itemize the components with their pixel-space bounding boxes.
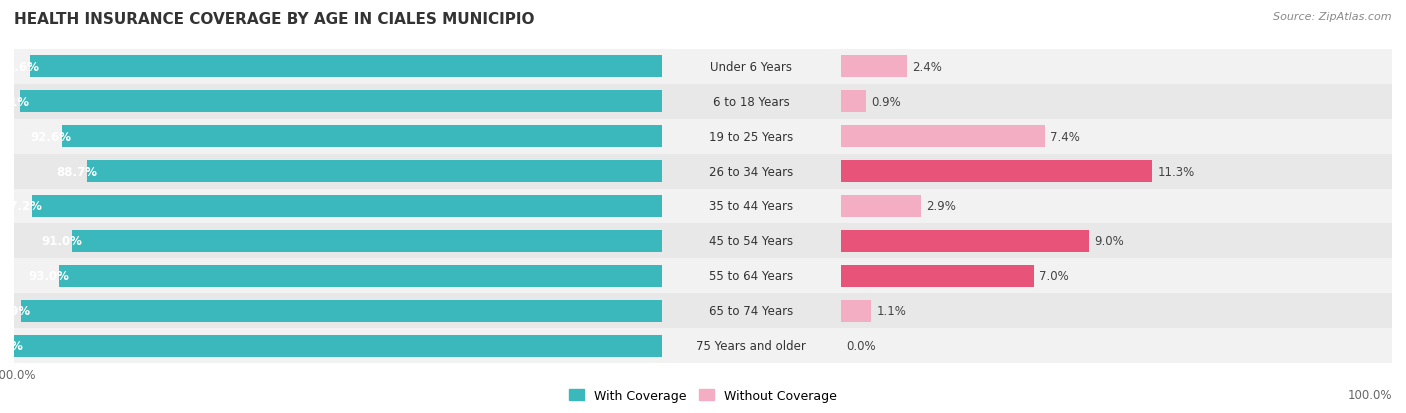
Bar [662,84,841,119]
Text: 99.1%: 99.1% [0,95,30,108]
Text: 65 to 74 Years: 65 to 74 Years [709,305,793,318]
Bar [841,196,921,217]
Text: 9.0%: 9.0% [1094,235,1123,248]
Bar [14,294,662,329]
Bar [662,189,841,224]
Text: 88.7%: 88.7% [56,165,97,178]
Bar [841,161,1152,183]
Bar [662,50,841,84]
Bar [14,329,662,363]
Bar [14,259,662,294]
Text: 0.9%: 0.9% [872,95,901,108]
Text: 19 to 25 Years: 19 to 25 Years [709,130,793,143]
Text: 91.0%: 91.0% [41,235,82,248]
Legend: With Coverage, Without Coverage: With Coverage, Without Coverage [564,384,842,407]
Text: 35 to 44 Years: 35 to 44 Years [709,200,793,213]
Text: 0.0%: 0.0% [846,339,876,352]
Text: 55 to 64 Years: 55 to 64 Years [709,270,793,283]
Bar [841,91,866,113]
Bar [662,294,841,329]
Text: 7.4%: 7.4% [1050,130,1080,143]
Bar [841,56,907,78]
Text: 2.9%: 2.9% [927,200,956,213]
Bar [62,126,662,147]
Bar [841,119,1392,154]
Text: 97.2%: 97.2% [1,200,42,213]
Bar [32,196,662,217]
Bar [14,189,662,224]
Text: 2.4%: 2.4% [912,61,942,74]
Bar [30,56,662,78]
Text: 7.0%: 7.0% [1039,270,1069,283]
Bar [841,294,1392,329]
Text: 100.0%: 100.0% [0,339,24,352]
Bar [841,50,1392,84]
Text: Under 6 Years: Under 6 Years [710,61,792,74]
Bar [841,84,1392,119]
Text: 97.6%: 97.6% [0,61,39,74]
Bar [14,119,662,154]
Bar [87,161,662,183]
Text: 1.1%: 1.1% [876,305,907,318]
Text: Source: ZipAtlas.com: Source: ZipAtlas.com [1274,12,1392,22]
Text: 93.0%: 93.0% [28,270,69,283]
Text: 98.9%: 98.9% [0,305,31,318]
Bar [14,335,662,357]
Bar [841,154,1392,189]
Bar [59,266,662,287]
Bar [662,224,841,259]
Bar [21,300,662,322]
Text: 75 Years and older: 75 Years and older [696,339,806,352]
Bar [841,224,1392,259]
Text: 6 to 18 Years: 6 to 18 Years [713,95,790,108]
Bar [662,329,841,363]
Text: HEALTH INSURANCE COVERAGE BY AGE IN CIALES MUNICIPIO: HEALTH INSURANCE COVERAGE BY AGE IN CIAL… [14,12,534,27]
Bar [841,189,1392,224]
Bar [14,50,662,84]
Bar [841,126,1045,147]
Bar [14,154,662,189]
Bar [14,224,662,259]
Text: 92.6%: 92.6% [31,130,72,143]
Bar [841,266,1033,287]
Text: 100.0%: 100.0% [1347,388,1392,401]
Bar [14,84,662,119]
Text: 11.3%: 11.3% [1157,165,1195,178]
Bar [72,230,662,252]
Bar [662,259,841,294]
Bar [841,300,872,322]
Text: 26 to 34 Years: 26 to 34 Years [709,165,793,178]
Bar [841,259,1392,294]
Bar [662,119,841,154]
Bar [841,230,1088,252]
Bar [662,154,841,189]
Bar [841,329,1392,363]
Text: 45 to 54 Years: 45 to 54 Years [709,235,793,248]
Bar [20,91,662,113]
